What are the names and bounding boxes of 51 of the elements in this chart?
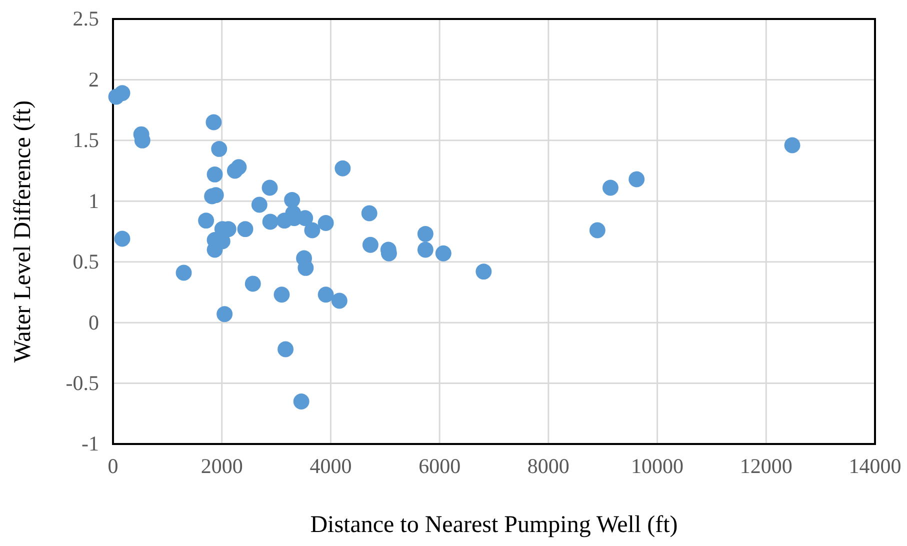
point xyxy=(784,137,800,154)
point xyxy=(293,394,310,410)
point xyxy=(417,242,434,258)
point xyxy=(435,245,452,262)
point xyxy=(362,236,378,253)
point xyxy=(284,192,300,208)
y-tick-label: -1 xyxy=(82,432,99,456)
point xyxy=(334,160,351,176)
point xyxy=(262,180,278,196)
x-tick-label: 8000 xyxy=(527,454,570,478)
x-tick-label: 0 xyxy=(108,454,118,478)
y-tick-label: -0.5 xyxy=(66,371,99,396)
point xyxy=(262,214,278,230)
point xyxy=(602,180,618,196)
point xyxy=(244,276,261,292)
y-tick-label: 0 xyxy=(88,310,99,334)
point xyxy=(589,222,606,238)
y-tick-label: 1.5 xyxy=(72,128,99,152)
point xyxy=(114,230,130,247)
point xyxy=(216,306,233,322)
point xyxy=(274,286,290,303)
point xyxy=(318,286,334,303)
y-tick-label: 2 xyxy=(88,67,99,92)
point xyxy=(318,215,334,231)
x-tick-label: 6000 xyxy=(418,454,461,478)
point xyxy=(230,159,247,176)
y-tick-label: 2.5 xyxy=(72,6,99,31)
point xyxy=(417,226,434,242)
y-tick-label: 0.5 xyxy=(72,250,99,274)
point xyxy=(361,205,378,222)
point xyxy=(198,212,214,229)
point xyxy=(114,85,130,102)
point xyxy=(206,114,222,130)
point xyxy=(206,166,223,182)
x-tick-label: 10000 xyxy=(631,454,684,478)
point xyxy=(176,264,192,281)
point xyxy=(237,221,254,238)
x-axis-title: Distance to Nearest Pumping Well (ft) xyxy=(310,512,678,538)
x-tick-label: 4000 xyxy=(310,454,352,478)
point xyxy=(304,222,320,238)
point xyxy=(628,171,645,188)
point xyxy=(331,292,348,309)
point xyxy=(278,341,294,358)
x-tick-label: 2000 xyxy=(200,454,243,478)
y-axis-title: Water Level Difference (ft) xyxy=(10,100,36,363)
point xyxy=(211,140,228,157)
x-tick-label: 14000 xyxy=(848,454,902,478)
point xyxy=(476,264,492,280)
y-tick-label: 1 xyxy=(88,188,99,213)
point xyxy=(251,196,268,213)
x-tick-label: 12000 xyxy=(740,454,792,478)
